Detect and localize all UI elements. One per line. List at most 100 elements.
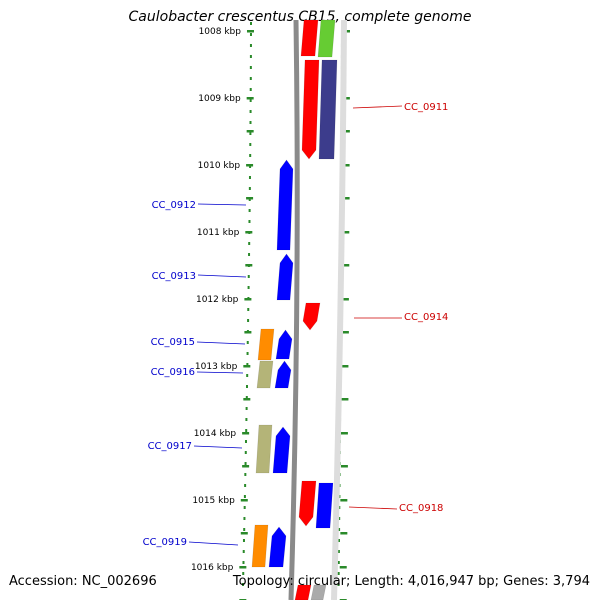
kbp-tick-right [342, 164, 350, 167]
gene-arrow-orange [257, 328, 275, 361]
gene-label: CC_0911 [404, 102, 448, 113]
gene-arrow-red [294, 584, 312, 600]
ruler-dot [241, 583, 244, 586]
gene-label: CC_0917 [148, 441, 192, 452]
label-leader-line [196, 371, 244, 374]
ruler-dot [247, 286, 250, 289]
kbp-tick-minor [240, 532, 248, 535]
kbp-tick-left [239, 566, 247, 569]
kbp-tick-left [240, 499, 248, 502]
ruler-dot [244, 473, 247, 476]
ruler-dot [246, 374, 249, 377]
kbp-tick-minor [244, 331, 252, 334]
ruler-dot [246, 363, 249, 366]
ruler-dot [337, 550, 340, 553]
kbp-tick-right [340, 432, 348, 435]
ruler-dot [242, 539, 245, 542]
gene-label: CC_0916 [151, 367, 195, 378]
ruler-dot [244, 451, 247, 454]
gene-arrow-cc0911 [301, 59, 320, 160]
ruler-dot [248, 220, 251, 223]
gene-arrow-cc0916 [274, 360, 292, 389]
kbp-tick-minor [342, 197, 350, 200]
ruler-dot [248, 187, 251, 190]
gene-arrow-cc0919 [268, 526, 287, 568]
ruler-dot [247, 275, 250, 278]
ruler-dot [338, 528, 341, 531]
label-leader-line [352, 105, 403, 109]
ruler-dot [249, 143, 252, 146]
ruler-dot [249, 77, 252, 80]
ruler-dot [337, 561, 340, 564]
kbp-label: 1016 kbp [191, 563, 234, 573]
gene-arrow-grey [310, 584, 327, 600]
label-lines [188, 105, 403, 546]
kbp-tick-minor [341, 331, 349, 334]
gene-label: CC_0912 [152, 200, 196, 211]
ruler-dot [244, 440, 247, 443]
ruler-dot [337, 583, 340, 586]
gene-arrow-cc0912 [276, 159, 294, 251]
gene-arrow-cc0915 [275, 329, 293, 360]
gene-label: CC_0915 [151, 337, 195, 348]
kbp-tick-right [341, 298, 349, 301]
ruler-dot [242, 572, 245, 575]
kbp-tick-left [246, 30, 254, 33]
label-leader-line [188, 541, 239, 546]
kbp-tick-left [242, 432, 250, 435]
label-leader-line [348, 506, 398, 510]
ruler-dot [248, 242, 251, 245]
ruler-dot [243, 517, 246, 520]
summary-text: Topology: circular; Length: 4,016,947 bp… [232, 574, 590, 589]
kbp-tick-left [244, 298, 252, 301]
ruler-dot [247, 319, 250, 322]
ruler-dot [249, 66, 252, 69]
ruler-dot [249, 121, 252, 124]
kbp-tick-right [339, 566, 347, 569]
ruler-dot [242, 550, 245, 553]
kbp-label: 1011 kbp [197, 228, 240, 238]
gene-arrow-navy [318, 59, 338, 160]
label-leader-line [193, 445, 243, 449]
ruler-dot [248, 253, 251, 256]
gene-labels: CC_0911 CC_0912 CC_0913 CC_0914 CC_0915 CC_09… [143, 102, 449, 548]
label-leader-line [197, 203, 247, 206]
gene-arrow-red [300, 19, 319, 57]
kbp-tick-minor [246, 130, 254, 133]
map-title: Caulobacter crescentus CB15, complete ge… [128, 9, 472, 25]
accession-text: Accession: NC_002696 [9, 574, 157, 589]
ruler-dot [337, 572, 340, 575]
ruler-dot [242, 561, 245, 564]
ruler-dot [245, 429, 248, 432]
gene-arrows [251, 19, 338, 600]
ruler-dot [243, 528, 246, 531]
gene-label: CC_0914 [404, 312, 448, 323]
backbone-track [331, 19, 347, 600]
ruler-dot [244, 462, 247, 465]
ruler-dot [249, 99, 252, 102]
gene-arrow-cc0918 [298, 480, 317, 527]
label-leader-line [196, 341, 246, 345]
ruler-dot [248, 176, 251, 179]
kbp-label: 1014 kbp [194, 429, 237, 439]
ruler-dot [248, 209, 251, 212]
kbp-label: 1010 kbp [198, 161, 241, 171]
ruler-dot [247, 308, 250, 311]
kbp-tick-right [340, 499, 348, 502]
kbp-label: 1015 kbp [192, 496, 235, 506]
kbp-label: 1012 kbp [196, 295, 239, 305]
kbp-tick-left [245, 231, 253, 234]
kbp-tick-left [246, 164, 254, 167]
kbp-tick-minor [246, 197, 254, 200]
kbp-label: 1009 kbp [198, 94, 241, 104]
gene-arrow-olive [256, 360, 274, 389]
ruler-dot [249, 154, 252, 157]
gene-arrow-cc0917 [272, 426, 291, 474]
kbp-ticks: 1008 kbp 1009 kbp 1010 kbp 1011 kbp 1012 kbp… [191, 27, 350, 600]
gene-label: CC_0913 [152, 271, 196, 282]
kbp-tick-minor [342, 264, 350, 267]
kbp-tick-minor [340, 532, 348, 535]
kbp-tick-right [341, 365, 349, 368]
gene-label: CC_0918 [399, 503, 443, 514]
